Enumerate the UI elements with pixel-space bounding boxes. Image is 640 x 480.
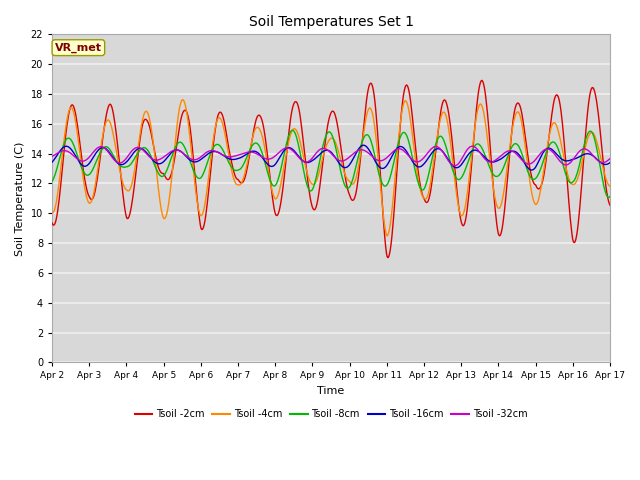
Legend: Tsoil -2cm, Tsoil -4cm, Tsoil -8cm, Tsoil -16cm, Tsoil -32cm: Tsoil -2cm, Tsoil -4cm, Tsoil -8cm, Tsoi… xyxy=(131,405,531,423)
Title: Soil Temperatures Set 1: Soil Temperatures Set 1 xyxy=(248,15,413,29)
X-axis label: Time: Time xyxy=(317,386,345,396)
Text: VR_met: VR_met xyxy=(55,43,102,53)
Y-axis label: Soil Temperature (C): Soil Temperature (C) xyxy=(15,141,25,255)
